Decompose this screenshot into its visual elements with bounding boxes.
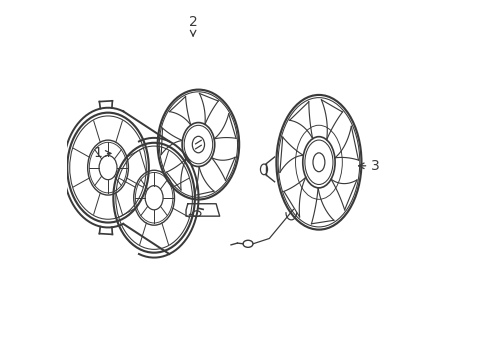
Text: 2: 2 [188,15,197,36]
Text: 3: 3 [358,159,379,173]
Text: 1: 1 [93,147,111,161]
